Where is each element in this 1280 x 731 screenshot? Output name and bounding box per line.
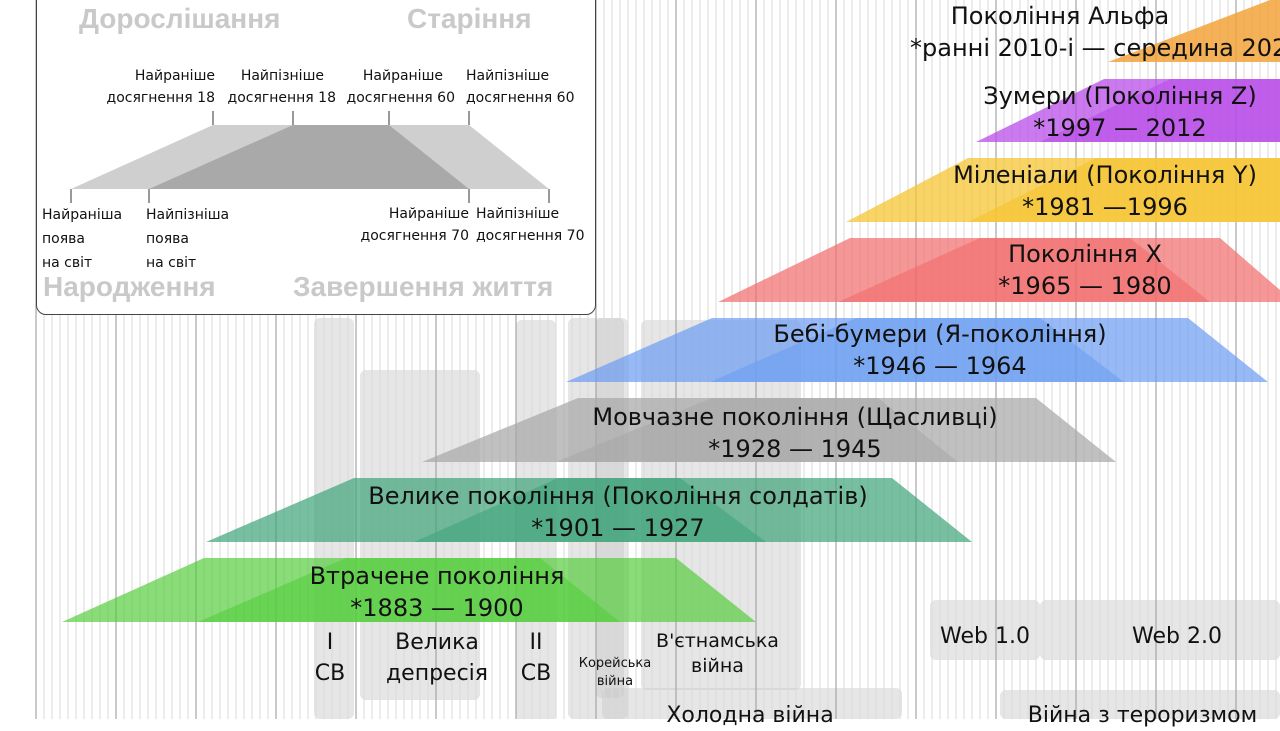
gen-silent-years: *1928 — 1945 [708,435,882,463]
gen-band-core-boomers [710,318,1124,382]
legend-earliest-18-line2: досягнення 18 [106,90,215,106]
legend-earliest-70-line1: Найраніше [388,206,469,222]
gen-greatest-name: Велике покоління (Покоління солдатів) [368,482,868,510]
legend-latest-18-line1: Найпізніше [240,68,324,84]
legend-earliest-birth: Найраніша поява на світ [42,203,142,275]
legend-diagram [70,111,550,203]
gen-y-years: *1981 —1996 [1022,193,1188,221]
event-web2-label: Web 2.0 [1132,624,1222,649]
legend-title-birth: Народження [43,271,216,302]
gen-silent-label: Мовчазне покоління (Щасливці) *1928 — 19… [560,401,1030,465]
gen-lost-name: Втрачене покоління [309,562,565,590]
gen-silent-name: Мовчазне покоління (Щасливці) [592,403,998,431]
event-korea-label: Корейська війна [570,655,660,691]
legend-latest-60: Найпізніше досягнення 60 [466,65,592,109]
event-vietnam-line1: В'єтнамська [656,630,779,652]
event-ww1-label: I СВ [300,627,360,689]
legend-earliest-60-line2: досягнення 60 [346,90,455,106]
legend-latest-60-line2: досягнення 60 [466,90,575,106]
legend-title-death: Завершення життя [293,271,554,302]
legend-latest-birth-line1: Найпізніша [146,207,230,223]
gen-z-label: Зумери (Покоління Z) *1997 — 2012 [960,80,1280,144]
gen-x-label: Покоління X *1965 — 1980 [950,238,1220,302]
gen-greatest-label: Велике покоління (Покоління солдатів) *1… [330,480,906,544]
generation-bands [62,0,1280,622]
gen-alpha-label: Покоління Альфа *ранні 2010-і — середина… [870,0,1280,64]
legend-latest-birth-line2: поява [146,231,189,247]
gen-band-core-y [968,158,1280,222]
event-band-cold-war [602,688,902,719]
legend-earliest-18-line1: Найраніше [134,68,215,84]
legend-earliest-70-line2: досягнення 70 [360,228,469,244]
legend-latest-18: Найпізніше досягнення 18 [209,65,336,109]
gen-band-core-z [1040,79,1280,142]
legend-earliest-70: Найраніше досягнення 70 [343,203,469,247]
gen-lost-label: Втрачене покоління *1883 — 1900 [287,560,587,624]
gen-band-core-x [838,238,1210,302]
legend-earliest-birth-line1: Найраніша [42,207,123,223]
legend-earliest-18: Найраніше досягнення 18 [89,65,215,109]
legend-latest-70: Найпізніше досягнення 70 [476,203,596,247]
gen-alpha-years: *ранні 2010-і — середина 2020-х [910,34,1280,62]
legend-latest-birth-line3: на світ [146,255,197,271]
event-korea-line1: Корейська [578,656,652,671]
legend-latest-70-line1: Найпізніше [476,206,560,222]
legend-latest-60-line1: Найпізніше [466,68,550,84]
event-web1-label: Web 1.0 [940,624,1030,649]
event-ww2-label: II СВ [506,627,566,689]
legend-latest-18-line2: досягнення 18 [227,90,336,106]
gen-lost-years: *1883 — 1900 [350,594,524,622]
legend-shape-dark [149,125,469,189]
event-terror-label: Війна з тероризмом [1027,703,1258,728]
legend-latest-70-line2: досягнення 70 [476,228,585,244]
legend-title-adulthood: Дорослішання [79,3,281,34]
gen-band-core-lost [198,558,620,622]
gen-x-years: *1965 — 1980 [998,272,1172,300]
gen-band-core-greatest [414,478,766,542]
legend-box: Дорослішання Старіння Народження Заверше… [36,0,596,315]
event-ww1-line2: СВ [314,661,346,686]
gen-y-label: Міленіали (Покоління Y) *1981 —1996 [930,159,1280,223]
gen-band-core-silent [556,398,958,462]
gen-alpha-name: Покоління Альфа [950,2,1170,30]
event-ww1-line1: I [326,630,334,655]
event-depression-line2: депресія [385,661,489,686]
gen-boomers-years: *1946 — 1964 [853,352,1027,380]
event-depression-label: Велика депресія [372,627,502,689]
gen-z-years: *1997 — 2012 [1033,114,1207,142]
gen-boomers-name: Бебі-бумери (Я-покоління) [773,320,1107,348]
legend-earliest-birth-line2: поява [42,231,85,247]
gen-boomers-label: Бебі-бумери (Я-покоління) *1946 — 1964 [740,318,1140,382]
event-ww2-line1: II [529,630,543,655]
event-depression-line1: Велика [395,630,479,655]
legend-earliest-birth-line3: на світ [42,255,93,271]
gen-y-name: Міленіали (Покоління Y) [953,161,1257,189]
event-vietnam-label: В'єтнамська війна [640,629,795,679]
gen-x-name: Покоління X [1008,240,1162,268]
legend-earliest-60-line1: Найраніше [362,68,443,84]
legend-latest-birth: Найпізніша поява на світ [146,203,256,275]
event-korea-line2: війна [596,674,634,689]
gen-greatest-years: *1901 — 1927 [531,514,705,542]
event-vietnam-line2: війна [691,655,744,677]
gen-band-alpha [1108,0,1280,62]
legend-title-old-age: Старіння [407,3,532,34]
legend-earliest-60: Найраніше досягнення 60 [329,65,455,109]
event-cold-war-label: Холодна війна [666,703,834,728]
event-ww2-line2: СВ [520,661,552,686]
gen-z-name: Зумери (Покоління Z) [983,82,1257,110]
